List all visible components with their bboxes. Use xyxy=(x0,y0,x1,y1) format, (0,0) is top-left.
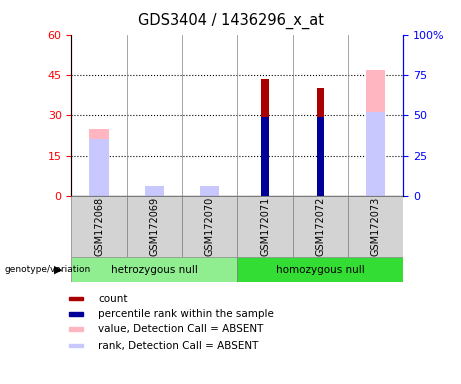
Text: count: count xyxy=(98,293,128,303)
Bar xyxy=(317,88,324,196)
Bar xyxy=(200,186,219,196)
Bar xyxy=(261,117,269,196)
Bar xyxy=(366,112,385,196)
Bar xyxy=(69,327,83,331)
Bar xyxy=(89,129,109,196)
Bar xyxy=(293,196,348,257)
Text: GDS3404 / 1436296_x_at: GDS3404 / 1436296_x_at xyxy=(137,13,324,29)
Text: value, Detection Call = ABSENT: value, Detection Call = ABSENT xyxy=(98,324,264,334)
Bar xyxy=(182,196,237,257)
Text: GSM172071: GSM172071 xyxy=(260,197,270,256)
Bar xyxy=(237,257,403,282)
Bar xyxy=(69,296,83,300)
Bar xyxy=(69,344,83,348)
Text: ▶: ▶ xyxy=(54,265,62,275)
Text: GSM172073: GSM172073 xyxy=(371,197,381,256)
Text: hetrozygous null: hetrozygous null xyxy=(111,265,198,275)
Bar xyxy=(348,196,403,257)
Text: GSM172069: GSM172069 xyxy=(149,197,160,256)
Bar xyxy=(366,70,385,196)
Text: GSM172068: GSM172068 xyxy=(94,197,104,256)
Bar xyxy=(317,117,324,196)
Text: percentile rank within the sample: percentile rank within the sample xyxy=(98,309,274,319)
Bar xyxy=(145,192,164,196)
Bar xyxy=(145,186,164,196)
Bar xyxy=(237,196,293,257)
Bar xyxy=(261,79,269,196)
Text: genotype/variation: genotype/variation xyxy=(5,265,91,274)
Bar xyxy=(69,312,83,316)
Text: rank, Detection Call = ABSENT: rank, Detection Call = ABSENT xyxy=(98,341,259,351)
Bar xyxy=(127,196,182,257)
Text: GSM172072: GSM172072 xyxy=(315,197,325,256)
Text: GSM172070: GSM172070 xyxy=(205,197,215,256)
Text: homozygous null: homozygous null xyxy=(276,265,365,275)
Bar xyxy=(200,189,219,196)
Bar xyxy=(71,196,127,257)
Bar xyxy=(89,139,109,196)
Bar xyxy=(71,257,237,282)
